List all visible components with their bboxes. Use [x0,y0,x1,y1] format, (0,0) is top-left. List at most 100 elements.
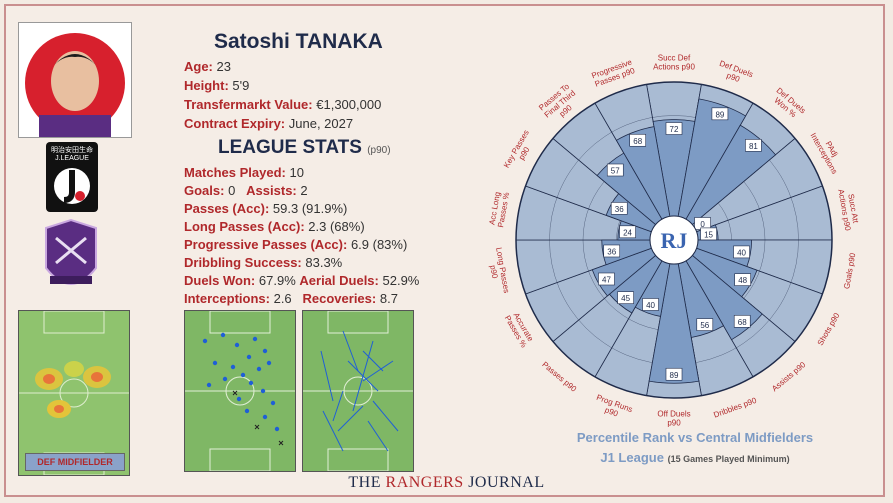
radar-value-label: 36 [607,247,616,256]
radar-value-box [629,133,647,147]
league-stats-heading: LEAGUE STATS [218,137,362,158]
contract-label: Contract Expiry: [184,116,286,131]
radar-value-label: 40 [646,301,655,310]
player-name: Satoshi TANAKA [214,30,383,53]
radar-value-label: 72 [670,125,679,134]
radar-value-label: 89 [670,371,679,380]
long-passes-value: 2.3 (68%) [308,219,365,234]
long-passes-label: Long Passes (Acc): [184,219,305,234]
position-label: DEF MIDFIELDER [25,453,125,471]
touch-map [184,310,296,472]
goals-label: Goals: [184,183,225,198]
radar-value-label: 0 [700,220,705,229]
radar-category-text: Succ Def [658,54,691,63]
radar-value-box [696,318,714,331]
duels-label: Duels Won: [184,273,256,288]
radar-category-text: Passes p90 [540,360,578,394]
radar-category-label: Dribbles p90 [712,396,758,420]
player-photo [18,22,132,138]
radar-value-label: 68 [633,137,642,146]
radar-value-box [745,139,762,152]
center-logo-icon [649,215,699,265]
radar-value-label: 68 [738,318,747,327]
radar-value-label: 56 [700,321,709,330]
radar-category-label: Goals p90 [842,252,857,290]
dribbling-value: 83.3% [305,255,343,270]
radar-value-label: 36 [615,205,624,214]
aerial-label: Aerial Duels: [299,273,379,288]
radar-value-box [733,314,751,328]
radar-value-label: 40 [737,248,746,257]
radar-category-text: Shots p90 [816,311,842,347]
radar-value-box [734,273,751,286]
chart-subcaption-main: J1 League [600,450,664,465]
age-value: 23 [216,59,231,74]
radar-value-box [603,244,621,258]
radar-category-label: Shots p90 [816,311,842,347]
radar-value-box [665,367,683,381]
radar-category-text: Actions p90 [653,63,695,72]
dribbling-label: Dribbling Success: [184,255,302,270]
recoveries-label: Recoveries: [302,291,377,306]
percentile-radar-chart: 72 89 81 015 40 48 68 56 89 40 45 47 36 24 36 57 68 RJ Suc… [487,54,860,428]
radar-value-label: 48 [738,276,747,285]
radar-value-box [642,298,659,311]
radar-category-text: Off Duels [657,410,690,419]
matches-value: 10 [289,165,304,180]
market-value: €1,300,000 [316,97,382,112]
jleague-badge: 明治安田生命 J.LEAGUE [46,142,98,212]
footer-the: THE [348,474,386,491]
radar-value-box [598,272,615,286]
passes-value: 59.3 (91.9%) [272,201,348,216]
radar-value-box [733,245,750,259]
footer-journal: JOURNAL [463,474,545,491]
league-stats-title: LEAGUE STATS (p90) [218,137,391,159]
prog-passes-value: 6.9 (83%) [350,237,408,252]
goals-value: 0 [228,183,236,198]
prog-passes-label: Progressive Passes (Acc): [184,237,348,252]
recoveries-value: 8.7 [379,291,398,306]
radar-outer-ring [515,81,833,399]
radar-category-text: Goals p90 [842,252,857,290]
radar-category-text: p90 [488,264,499,279]
matches-label: Matches Played: [184,165,286,180]
contract-value: June, 2027 [288,116,354,131]
center-logo-text: RJ [661,228,688,253]
footer-brand: THE RANGERS JOURNAL [0,474,893,492]
club-crest [36,218,106,302]
radar-value-box [619,225,636,239]
value-label: Transfermarkt Value: [184,97,313,112]
radar-value-label: 45 [621,294,630,303]
heatmap: DEF MIDFIELDER [18,310,130,476]
radar-category-text: Dribbles p90 [712,396,758,420]
aerial-value: 52.9% [382,273,420,288]
radar-category-label: Assists p90 [770,360,808,394]
height-label: Height: [184,78,229,93]
radar-value-box [665,122,683,135]
jleague-text: 明治安田生命 J.LEAGUE [51,147,93,162]
radar-value-label: 47 [602,275,611,284]
passes-label: Passes (Acc): [184,201,270,216]
radar-value-box [700,227,717,241]
footer-rangers: RANGERS [385,474,464,491]
age-label: Age: [184,59,213,74]
duels-value: 67.9% [258,273,296,288]
league-stats-subtitle: (p90) [367,145,391,156]
radar-category-text: p90 [725,71,741,84]
assists-value: 2 [300,183,308,198]
radar-value-label: 57 [611,166,620,175]
chart-subcaption-small: (15 Games Played Minimum) [667,454,790,464]
interceptions-label: Interceptions: [184,291,270,306]
radar-value-box [610,202,628,215]
jleague-logo-icon [54,168,90,204]
player-bio: Age: 23 Height: 5'9 Transfermarkt Value:… [184,57,381,133]
